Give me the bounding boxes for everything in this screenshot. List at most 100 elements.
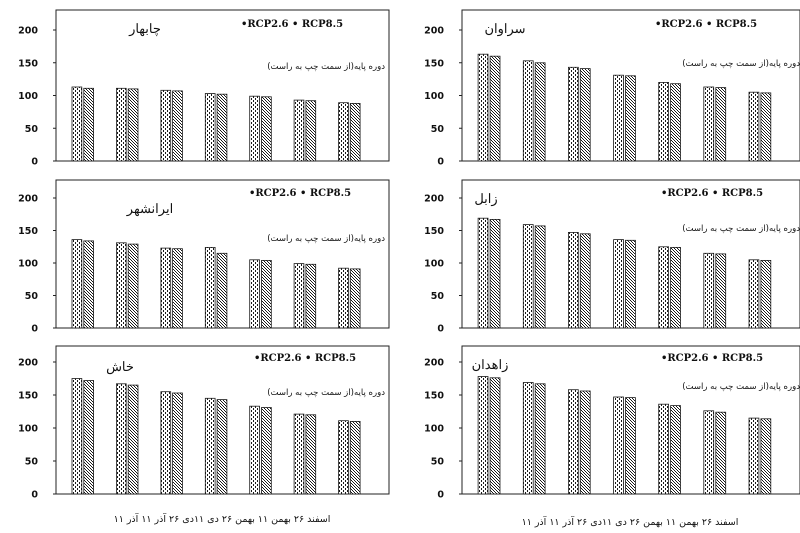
legend-text: •RCP2.6 • RCP8.5 (254, 353, 356, 364)
bar-series-1-cat-0 (489, 377, 501, 495)
legend-note: دوره پایه(از سمت چپ به راست) (682, 224, 800, 234)
y-tick-label: 200 (18, 358, 38, 369)
bar-series-1-cat-0 (489, 218, 501, 329)
bar-series-0-cat-3 (204, 93, 216, 162)
y-tick-label: 50 (25, 457, 39, 468)
panel-3-marks: 0 50 100 150 200 (424, 194, 772, 335)
y-tick-label: 150 (424, 391, 444, 402)
bar-series-1-cat-0 (83, 87, 95, 162)
bar-series-1-cat-0 (83, 240, 95, 329)
bar-series-0-cat-6 (338, 267, 349, 329)
legend-text: •RCP2.6 • RCP8.5 (655, 19, 757, 30)
bar-series-1-cat-2 (579, 68, 591, 162)
y-tick-label: 0 (437, 490, 444, 501)
legend-note: دوره پایه(از سمت چپ به راست) (682, 382, 800, 392)
bar-series-0-cat-4 (658, 82, 670, 162)
panel-4-marks: 0 50 100 150 200 (18, 358, 361, 501)
bar-series-1-cat-4 (261, 407, 272, 495)
bar-series-0-cat-6 (338, 102, 349, 162)
y-tick-label: 0 (31, 324, 38, 335)
y-tick-label: 100 (424, 424, 444, 435)
bar-series-1-cat-5 (305, 100, 317, 162)
bar-series-1-cat-1 (534, 383, 546, 495)
panel-title: سراوان (484, 22, 525, 37)
bar-series-1-cat-3 (216, 252, 228, 329)
y-tick-label: 0 (437, 157, 444, 168)
bar-series-1-cat-3 (216, 93, 228, 162)
bar-series-1-cat-2 (172, 248, 183, 329)
y-tick-label: 150 (18, 58, 38, 69)
panel-title: زاهدان (472, 358, 509, 373)
y-tick-label: 50 (25, 291, 39, 302)
bar-series-1-cat-0 (83, 380, 95, 495)
panel-title: خاش (106, 360, 134, 375)
x-axis-label-left: ۱۱ اسفند ۲۶ بهمن ۱۱ بهمن ۲۶ دی ۱۱دی ۲۶ آ… (114, 512, 331, 525)
y-tick-label: 50 (431, 291, 445, 302)
bar-series-1-cat-4 (261, 259, 272, 329)
bar-series-1-cat-3 (625, 397, 636, 495)
bar-series-0-cat-5 (703, 86, 715, 162)
bar-series-1-cat-4 (261, 96, 272, 162)
bar-series-0-cat-1 (116, 383, 127, 495)
bar-series-0-cat-2 (568, 389, 579, 495)
legend-note: دوره پایه(از سمت چپ به راست) (267, 62, 385, 72)
panel-5-marks: 0 50 100 150 200 (424, 358, 772, 501)
bar-series-1-cat-6 (349, 103, 361, 162)
bar-series-1-cat-2 (172, 392, 183, 495)
bar-series-0-cat-4 (249, 405, 260, 495)
panel-title: چابهار (128, 22, 161, 37)
bar-series-1-cat-5 (305, 263, 317, 329)
y-tick-label: 100 (18, 91, 38, 102)
y-tick-label: 100 (18, 424, 38, 435)
bar-series-0-cat-6 (748, 259, 760, 329)
bar-series-1-cat-6 (349, 268, 361, 329)
bar-series-0-cat-0 (477, 217, 489, 329)
bar-series-1-cat-5 (715, 87, 727, 162)
bar-series-0-cat-2 (160, 247, 172, 329)
bar-series-0-cat-3 (613, 239, 624, 329)
bar-series-1-cat-2 (579, 233, 591, 329)
bar-series-0-cat-5 (293, 263, 305, 329)
y-tick-label: 0 (437, 324, 444, 335)
bar-series-1-cat-1 (127, 243, 139, 329)
bar-series-0-cat-6 (748, 417, 760, 495)
panel-title: زابل (474, 192, 497, 207)
bar-series-0-cat-0 (71, 378, 83, 495)
bars-layer: 0 50 100 150 200 0 50 100 150 200 0 50 100 150 200 0 50 1… (18, 26, 772, 501)
bar-series-0-cat-1 (522, 60, 534, 162)
bar-series-1-cat-6 (760, 92, 772, 162)
bar-series-1-cat-2 (579, 390, 591, 495)
y-tick-label: 100 (18, 259, 38, 270)
legend-text: •RCP2.6 • RCP8.5 (241, 19, 343, 30)
bar-series-0-cat-3 (613, 396, 624, 495)
bar-series-1-cat-3 (216, 399, 228, 495)
y-tick-label: 50 (431, 124, 445, 135)
bar-series-0-cat-4 (658, 403, 670, 495)
bar-series-1-cat-1 (127, 384, 139, 495)
bar-series-0-cat-5 (703, 252, 715, 329)
x-axis-label-right: ۱۱ اسفند ۲۶ بهمن ۱۱ بهمن ۲۶ دی ۱۱دی ۲۶ آ… (522, 515, 739, 528)
bar-series-0-cat-3 (204, 397, 216, 495)
y-tick-label: 0 (31, 490, 38, 501)
bar-series-0-cat-0 (71, 239, 83, 329)
bar-series-1-cat-1 (534, 62, 546, 162)
bar-series-0-cat-1 (522, 382, 534, 495)
bar-series-1-cat-1 (534, 225, 546, 329)
bar-series-0-cat-2 (160, 391, 172, 495)
y-tick-label: 0 (31, 157, 38, 168)
y-tick-label: 50 (25, 124, 39, 135)
legend-text: •RCP2.6 • RCP8.5 (249, 188, 351, 199)
bar-series-0-cat-5 (703, 410, 715, 495)
legend-note: دوره پایه(از سمت چپ به راست) (682, 59, 800, 69)
bar-series-0-cat-6 (338, 420, 349, 495)
y-tick-label: 50 (431, 457, 445, 468)
bar-series-1-cat-6 (349, 420, 361, 495)
panel-1-marks: 0 50 100 150 200 (424, 26, 772, 168)
bar-series-0-cat-5 (293, 413, 305, 495)
bar-series-0-cat-1 (522, 224, 534, 329)
bar-series-0-cat-2 (568, 66, 579, 162)
y-tick-label: 150 (424, 58, 444, 69)
bar-series-1-cat-4 (670, 246, 681, 329)
y-tick-label: 100 (424, 91, 444, 102)
